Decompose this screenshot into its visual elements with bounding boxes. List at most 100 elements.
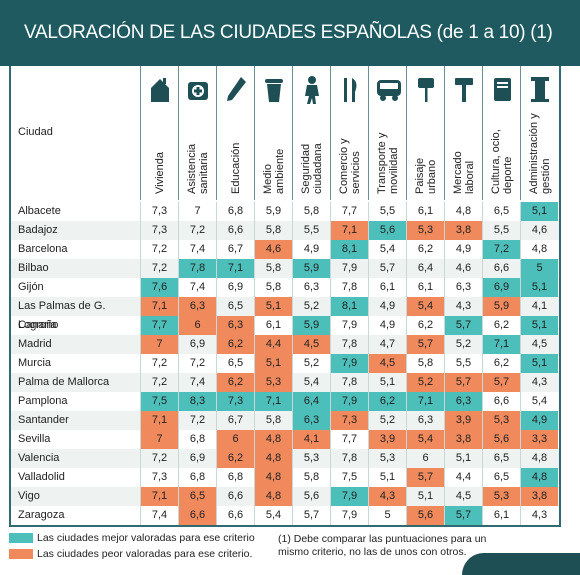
score-cell: 6,2 bbox=[368, 392, 406, 411]
score-cell: 4,3 bbox=[368, 487, 406, 506]
score-cell: 4,3 bbox=[520, 506, 558, 525]
score-cell: 3,8 bbox=[520, 487, 558, 506]
table-row: Valladolid 7,3 6,8 6,8 4,8 5,8 7,5 5,1 5,7 4,4 6,5… bbox=[11, 468, 559, 487]
city-name: Madrid bbox=[18, 338, 52, 350]
score-cell: 6,6 bbox=[216, 487, 254, 506]
score-cell: 5,6 bbox=[482, 430, 520, 449]
score-cell: 6,4 bbox=[292, 392, 330, 411]
column-header: Transporte y movilidad bbox=[368, 66, 406, 200]
city-header-cell bbox=[11, 66, 140, 200]
score-cell: 6,9 bbox=[178, 449, 216, 468]
score-cell: 7,2 bbox=[140, 373, 178, 392]
score-cell: 6,5 bbox=[216, 354, 254, 373]
score-cell: 7,2 bbox=[140, 240, 178, 259]
score-cell: 7,1 bbox=[140, 487, 178, 506]
score-cell: 5,8 bbox=[406, 354, 444, 373]
score-cell: 3,9 bbox=[368, 430, 406, 449]
score-cell: 6,8 bbox=[216, 202, 254, 221]
score-cell: 6,6 bbox=[482, 392, 520, 411]
score-cell: 8,1 bbox=[330, 297, 368, 316]
score-cell: 5,3 bbox=[254, 373, 292, 392]
score-cell: 4,1 bbox=[520, 297, 558, 316]
city-name: Palma de Mallorca bbox=[18, 376, 110, 388]
score-cell: 5,4 bbox=[520, 392, 558, 411]
column-header-label: Paisaje urbano bbox=[414, 157, 438, 194]
score-cell: 7,2 bbox=[140, 449, 178, 468]
score-cell: 5,8 bbox=[292, 468, 330, 487]
score-cell: 4,8 bbox=[254, 468, 292, 487]
house-icon bbox=[147, 74, 173, 109]
score-cell: 5,7 bbox=[444, 316, 482, 335]
score-cell: 6,8 bbox=[216, 468, 254, 487]
score-cell: 7,9 bbox=[330, 506, 368, 525]
column-header-label: Mercado laboral bbox=[452, 151, 476, 194]
legend-best-label: Las ciudades mejor valoradas para ese cr… bbox=[37, 532, 255, 544]
score-cell: 4,3 bbox=[520, 373, 558, 392]
score-cell: 5,8 bbox=[292, 202, 330, 221]
score-cell: 6,3 bbox=[292, 278, 330, 297]
score-cell: 3,9 bbox=[444, 411, 482, 430]
city-name: Murcia bbox=[18, 357, 52, 369]
score-cell: 6,1 bbox=[254, 316, 292, 335]
score-cell: 6,3 bbox=[406, 411, 444, 430]
score-cell: 6,9 bbox=[482, 278, 520, 297]
score-cell: 5,2 bbox=[368, 411, 406, 430]
score-cell: 7 bbox=[140, 335, 178, 354]
table-row: Sevilla 7 6,8 6 4,8 4,1 7,7 3,9 5,4 3,8 5,6 3,3 bbox=[11, 430, 559, 449]
score-cell: 5,4 bbox=[406, 430, 444, 449]
score-cell: 5,5 bbox=[482, 221, 520, 240]
pencil-icon bbox=[223, 74, 249, 109]
decorative-shape bbox=[462, 553, 580, 575]
score-cell: 5,4 bbox=[368, 240, 406, 259]
score-cell: 6 bbox=[178, 316, 216, 335]
score-cell: 5,4 bbox=[254, 506, 292, 525]
score-cell: 7,3 bbox=[140, 468, 178, 487]
city-name: Zaragoza bbox=[18, 509, 65, 521]
score-cell: 7,4 bbox=[140, 506, 178, 525]
score-cell: 7,8 bbox=[330, 335, 368, 354]
score-cell: 5,5 bbox=[368, 202, 406, 221]
score-cell: 5,7 bbox=[368, 259, 406, 278]
score-cell: 5,8 bbox=[254, 221, 292, 240]
score-cell: 5,6 bbox=[292, 487, 330, 506]
score-cell: 7,7 bbox=[140, 316, 178, 335]
column-header-label: Transporte y movilidad bbox=[376, 132, 400, 194]
score-cell: 5,4 bbox=[406, 297, 444, 316]
first-aid-kit-icon bbox=[185, 74, 211, 109]
score-cell: 6,4 bbox=[406, 259, 444, 278]
score-cell: 6 bbox=[406, 449, 444, 468]
score-cell: 7,9 bbox=[330, 316, 368, 335]
score-cell: 5,7 bbox=[444, 506, 482, 525]
city-name: Las Palmas de G. Canaria bbox=[18, 300, 106, 331]
score-cell: 6,3 bbox=[444, 392, 482, 411]
score-cell: 4,5 bbox=[444, 487, 482, 506]
score-cell: 8,1 bbox=[330, 240, 368, 259]
score-cell: 7,1 bbox=[216, 259, 254, 278]
column-header-label: Educación bbox=[230, 142, 242, 194]
score-cell: 5,9 bbox=[482, 297, 520, 316]
score-cell: 6,1 bbox=[368, 278, 406, 297]
score-cell: 7,1 bbox=[254, 392, 292, 411]
score-cell: 4,9 bbox=[368, 316, 406, 335]
score-cell: 4,9 bbox=[292, 240, 330, 259]
city-name: Bilbao bbox=[18, 262, 49, 274]
score-cell: 7,2 bbox=[178, 221, 216, 240]
score-cell: 5,5 bbox=[444, 354, 482, 373]
score-cell: 5,7 bbox=[406, 335, 444, 354]
score-cell: 7,1 bbox=[330, 221, 368, 240]
table-row: Santander 7,1 7,2 6,7 5,8 6,3 7,3 5,2 6,3 3,9 5,3 4… bbox=[11, 411, 559, 430]
score-cell: 7,3 bbox=[140, 202, 178, 221]
score-cell: 5,8 bbox=[254, 278, 292, 297]
score-cell: 6,3 bbox=[216, 316, 254, 335]
score-cell: 4,8 bbox=[520, 449, 558, 468]
score-cell: 6,6 bbox=[216, 506, 254, 525]
column-header: Cultura, ocio, deporte bbox=[482, 66, 520, 200]
score-cell: 3,8 bbox=[444, 430, 482, 449]
score-cell: 5,2 bbox=[406, 373, 444, 392]
score-cell: 6,1 bbox=[406, 202, 444, 221]
score-cell: 6,9 bbox=[178, 335, 216, 354]
score-cell: 7,3 bbox=[216, 392, 254, 411]
score-cell: 6,1 bbox=[482, 506, 520, 525]
score-cell: 4,6 bbox=[444, 259, 482, 278]
score-cell: 6,6 bbox=[216, 221, 254, 240]
